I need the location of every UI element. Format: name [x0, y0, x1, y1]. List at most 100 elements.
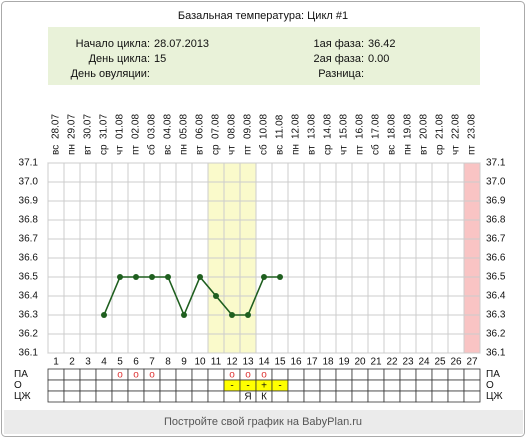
cell-value: - [246, 381, 249, 392]
row-label-right: О [486, 380, 494, 391]
x-tick-label: 2 [69, 357, 75, 368]
date-label: 30.07 [83, 114, 94, 139]
weekday-label: пн [291, 144, 302, 155]
x-tick-label: 26 [450, 357, 462, 368]
table-cell [159, 379, 177, 392]
weekday-label: пн [67, 144, 78, 155]
table-cell [143, 379, 161, 392]
table-cell [223, 390, 241, 403]
info-label: Разница: [318, 68, 364, 80]
table-cell [463, 379, 481, 392]
table-cell [207, 368, 225, 381]
y-tick-label: 36.3 [19, 310, 39, 321]
table-cell [351, 390, 369, 403]
weekday-label: ср [323, 144, 334, 155]
y-tick-label-right: 36.7 [486, 234, 506, 245]
x-tick-label: 8 [165, 357, 171, 368]
table-cell [383, 379, 401, 392]
table-cell [127, 379, 145, 392]
cell-value: К [261, 392, 267, 403]
table-cell [47, 390, 65, 403]
cell-value: о [245, 370, 251, 381]
temperature-point [101, 312, 107, 318]
y-tick-label: 37.0 [19, 177, 39, 188]
x-tick-label: 16 [290, 357, 302, 368]
table-cell [463, 368, 481, 381]
x-tick-label: 10 [194, 357, 206, 368]
table-cell [287, 390, 305, 403]
info-value: 28.07.2013 [154, 38, 209, 50]
info-label: День цикла: [89, 53, 150, 65]
table-cell [111, 390, 129, 403]
cell-value: о [261, 370, 267, 381]
date-label: 31.07 [99, 114, 110, 139]
table-cell [95, 390, 113, 403]
y-tick-label-right: 36.8 [486, 215, 506, 226]
date-label: 08.08 [227, 114, 238, 139]
y-tick-label: 36.8 [19, 215, 39, 226]
y-tick-label-right: 36.4 [486, 291, 506, 302]
table-cell [287, 379, 305, 392]
temperature-point [181, 312, 187, 318]
x-tick-label: 15 [274, 357, 286, 368]
table-cell [335, 390, 353, 403]
weekday-label: вт [195, 145, 206, 155]
table-cell [431, 379, 449, 392]
x-tick-label: 21 [370, 357, 382, 368]
date-label: 29.07 [67, 114, 78, 139]
y-tick-label: 36.4 [19, 291, 39, 302]
temperature-point [277, 274, 283, 280]
table-cell [303, 390, 321, 403]
temperature-point [149, 274, 155, 280]
x-tick-label: 3 [85, 357, 91, 368]
date-label: 10.08 [259, 114, 270, 139]
weekday-label: сб [370, 144, 382, 155]
table-cell [303, 379, 321, 392]
cell-value: о [149, 370, 155, 381]
y-tick-label: 36.1 [19, 348, 39, 359]
y-tick-label-right: 37.1 [486, 158, 506, 169]
weekday-label: чт [339, 145, 350, 155]
x-tick-label: 24 [418, 357, 430, 368]
cell-value: Я [244, 392, 251, 403]
x-tick-label: 1 [53, 357, 59, 368]
weekday-label: пт [243, 145, 254, 155]
weekday-label: ср [435, 144, 446, 155]
date-label: 06.08 [195, 114, 206, 139]
table-cell [127, 390, 145, 403]
table-cell [415, 368, 433, 381]
cell-value: - [278, 381, 281, 392]
table-cell [191, 390, 209, 403]
table-cell [367, 379, 385, 392]
date-label: 11.08 [275, 114, 286, 139]
weekday-label: пт [467, 145, 478, 155]
weekday-label: пт [355, 145, 366, 155]
weekday-label: сб [146, 144, 158, 155]
date-label: 02.08 [131, 114, 142, 139]
info-label: 2ая фаза: [313, 53, 364, 65]
y-tick-label-right: 36.2 [486, 329, 506, 340]
x-tick-label: 7 [149, 357, 155, 368]
info-label: Начало цикла: [76, 38, 150, 50]
x-tick-label: 25 [434, 357, 446, 368]
date-label: 17.08 [371, 114, 382, 139]
temperature-point [229, 312, 235, 318]
table-cell [383, 368, 401, 381]
date-label: 05.08 [179, 114, 190, 139]
info-value: 15 [154, 53, 166, 65]
table-cell [463, 390, 481, 403]
date-label: 01.08 [115, 114, 126, 139]
table-cell [271, 368, 289, 381]
weekday-label: чт [227, 145, 238, 155]
temperature-point [165, 274, 171, 280]
date-label: 07.08 [211, 114, 222, 139]
table-cell [95, 379, 113, 392]
date-label: 28.07 [51, 114, 62, 139]
x-tick-label: 14 [258, 357, 270, 368]
table-cell [351, 379, 369, 392]
table-cell [175, 390, 193, 403]
x-tick-label: 22 [386, 357, 398, 368]
table-cell [319, 390, 337, 403]
table-cell [399, 379, 417, 392]
temperature-point [213, 293, 219, 299]
